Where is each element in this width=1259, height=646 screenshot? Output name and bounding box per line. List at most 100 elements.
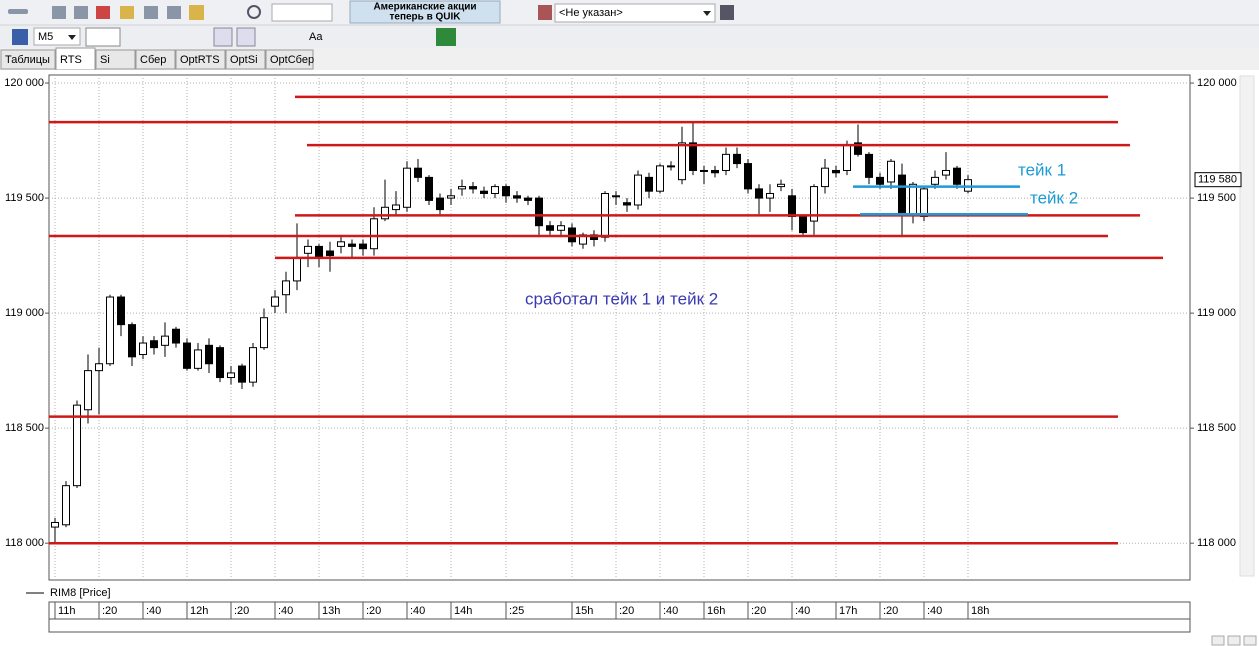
x-tick-label: 17h <box>839 605 857 617</box>
banner-text: теперь в QUIK <box>389 12 461 23</box>
tab-label[interactable]: OptRTS <box>180 54 220 66</box>
candle-body <box>535 197 543 227</box>
plot-area <box>48 74 1191 581</box>
candle-body <box>238 365 246 383</box>
x-tick-label: :20 <box>366 605 381 617</box>
icon[interactable] <box>720 5 734 20</box>
icon[interactable] <box>436 28 456 46</box>
search-box[interactable] <box>271 3 333 22</box>
tab[interactable] <box>135 49 176 70</box>
candle-body <box>106 296 114 365</box>
legend-label: RIM8 [Price] <box>50 587 111 599</box>
tab-label[interactable]: RTS <box>60 54 82 66</box>
candle-body <box>612 195 620 198</box>
icon[interactable] <box>189 5 204 20</box>
candle-body <box>425 176 433 201</box>
button[interactable] <box>1243 635 1257 646</box>
icon[interactable] <box>85 27 121 47</box>
candle-body <box>84 370 92 411</box>
candle-body <box>205 344 213 365</box>
candle-body <box>62 485 70 526</box>
y-tick-label: 119 500 <box>1197 192 1236 204</box>
icon[interactable] <box>144 6 158 19</box>
x-tick-label: :40 <box>278 605 293 617</box>
x-tick-label: :20 <box>619 605 634 617</box>
icon[interactable] <box>8 9 28 14</box>
candle-body <box>733 153 741 165</box>
candle-body <box>73 404 81 487</box>
candle-body <box>315 245 323 259</box>
candle-body <box>755 188 763 199</box>
icon[interactable] <box>74 6 88 19</box>
tab-label[interactable]: Si <box>100 54 110 66</box>
candle-body <box>128 324 136 358</box>
tab-label[interactable]: OptСбер <box>270 54 314 66</box>
button[interactable] <box>1211 635 1225 646</box>
account-select[interactable] <box>554 3 716 23</box>
tab-label[interactable]: Сбер <box>140 54 166 66</box>
x-tick-label: 18h <box>971 605 989 617</box>
candle-body <box>326 250 334 257</box>
font-button[interactable]: Aa <box>309 31 323 43</box>
toolbar-icons <box>8 5 734 47</box>
last-price-label: 119 580 <box>1198 174 1237 186</box>
icon[interactable] <box>96 6 110 19</box>
icon[interactable] <box>236 27 256 47</box>
account-value: <Не указан> <box>559 7 623 19</box>
interval-value: M5 <box>38 31 53 43</box>
x-tick-label: 11h <box>58 605 76 617</box>
candle-body <box>172 328 180 344</box>
y-tick-label: 118 500 <box>5 422 44 434</box>
x-tick-label: :40 <box>795 605 810 617</box>
candle-body <box>337 241 345 247</box>
dropdown-arrow <box>703 11 711 16</box>
candle-body <box>282 280 290 296</box>
tab-label[interactable]: Таблицы <box>5 54 50 66</box>
tab-label[interactable]: OptSi <box>230 54 258 66</box>
candle-body <box>348 243 356 247</box>
x-tick-label: :40 <box>927 605 942 617</box>
candle-body <box>491 186 499 194</box>
tab[interactable] <box>225 49 266 70</box>
interval-select[interactable] <box>33 27 81 46</box>
last-price-box <box>1194 172 1242 188</box>
candle-body <box>920 188 928 217</box>
icon[interactable] <box>120 6 134 19</box>
toolbar-row <box>0 25 1259 48</box>
x-tick-label: :25 <box>509 605 524 617</box>
candle-body <box>513 195 521 199</box>
x-tick-label: 16h <box>707 605 725 617</box>
candle-body <box>227 372 235 379</box>
icon[interactable] <box>213 27 233 47</box>
x-tick-label: 15h <box>575 605 593 617</box>
candle-body <box>216 347 224 379</box>
tab[interactable] <box>95 49 136 70</box>
candle-body <box>634 174 642 206</box>
candle-body <box>304 245 312 254</box>
candle-body <box>194 349 202 369</box>
y-tick-label: 119 000 <box>5 307 44 319</box>
candle-body <box>370 218 378 250</box>
y-tick-label: 120 000 <box>1197 77 1237 89</box>
candle-body <box>546 225 554 231</box>
button[interactable] <box>1227 635 1241 646</box>
candle-body <box>51 521 59 528</box>
scrollbar[interactable] <box>1239 75 1255 577</box>
candle-body <box>249 347 257 383</box>
icon[interactable] <box>167 6 181 19</box>
tab[interactable] <box>265 49 314 70</box>
x-tick-label: :40 <box>663 605 678 617</box>
tab[interactable] <box>175 49 226 70</box>
icon[interactable] <box>247 5 261 19</box>
candle-body <box>436 197 444 211</box>
banner[interactable] <box>349 0 501 24</box>
tab[interactable] <box>0 49 56 70</box>
candle-body <box>95 363 103 372</box>
icon[interactable] <box>538 5 552 20</box>
candle-body <box>293 257 301 282</box>
candle-body <box>788 195 796 217</box>
icon[interactable] <box>52 6 66 19</box>
icon[interactable] <box>12 29 28 45</box>
candle-body <box>689 142 697 171</box>
candle-body <box>799 215 807 234</box>
